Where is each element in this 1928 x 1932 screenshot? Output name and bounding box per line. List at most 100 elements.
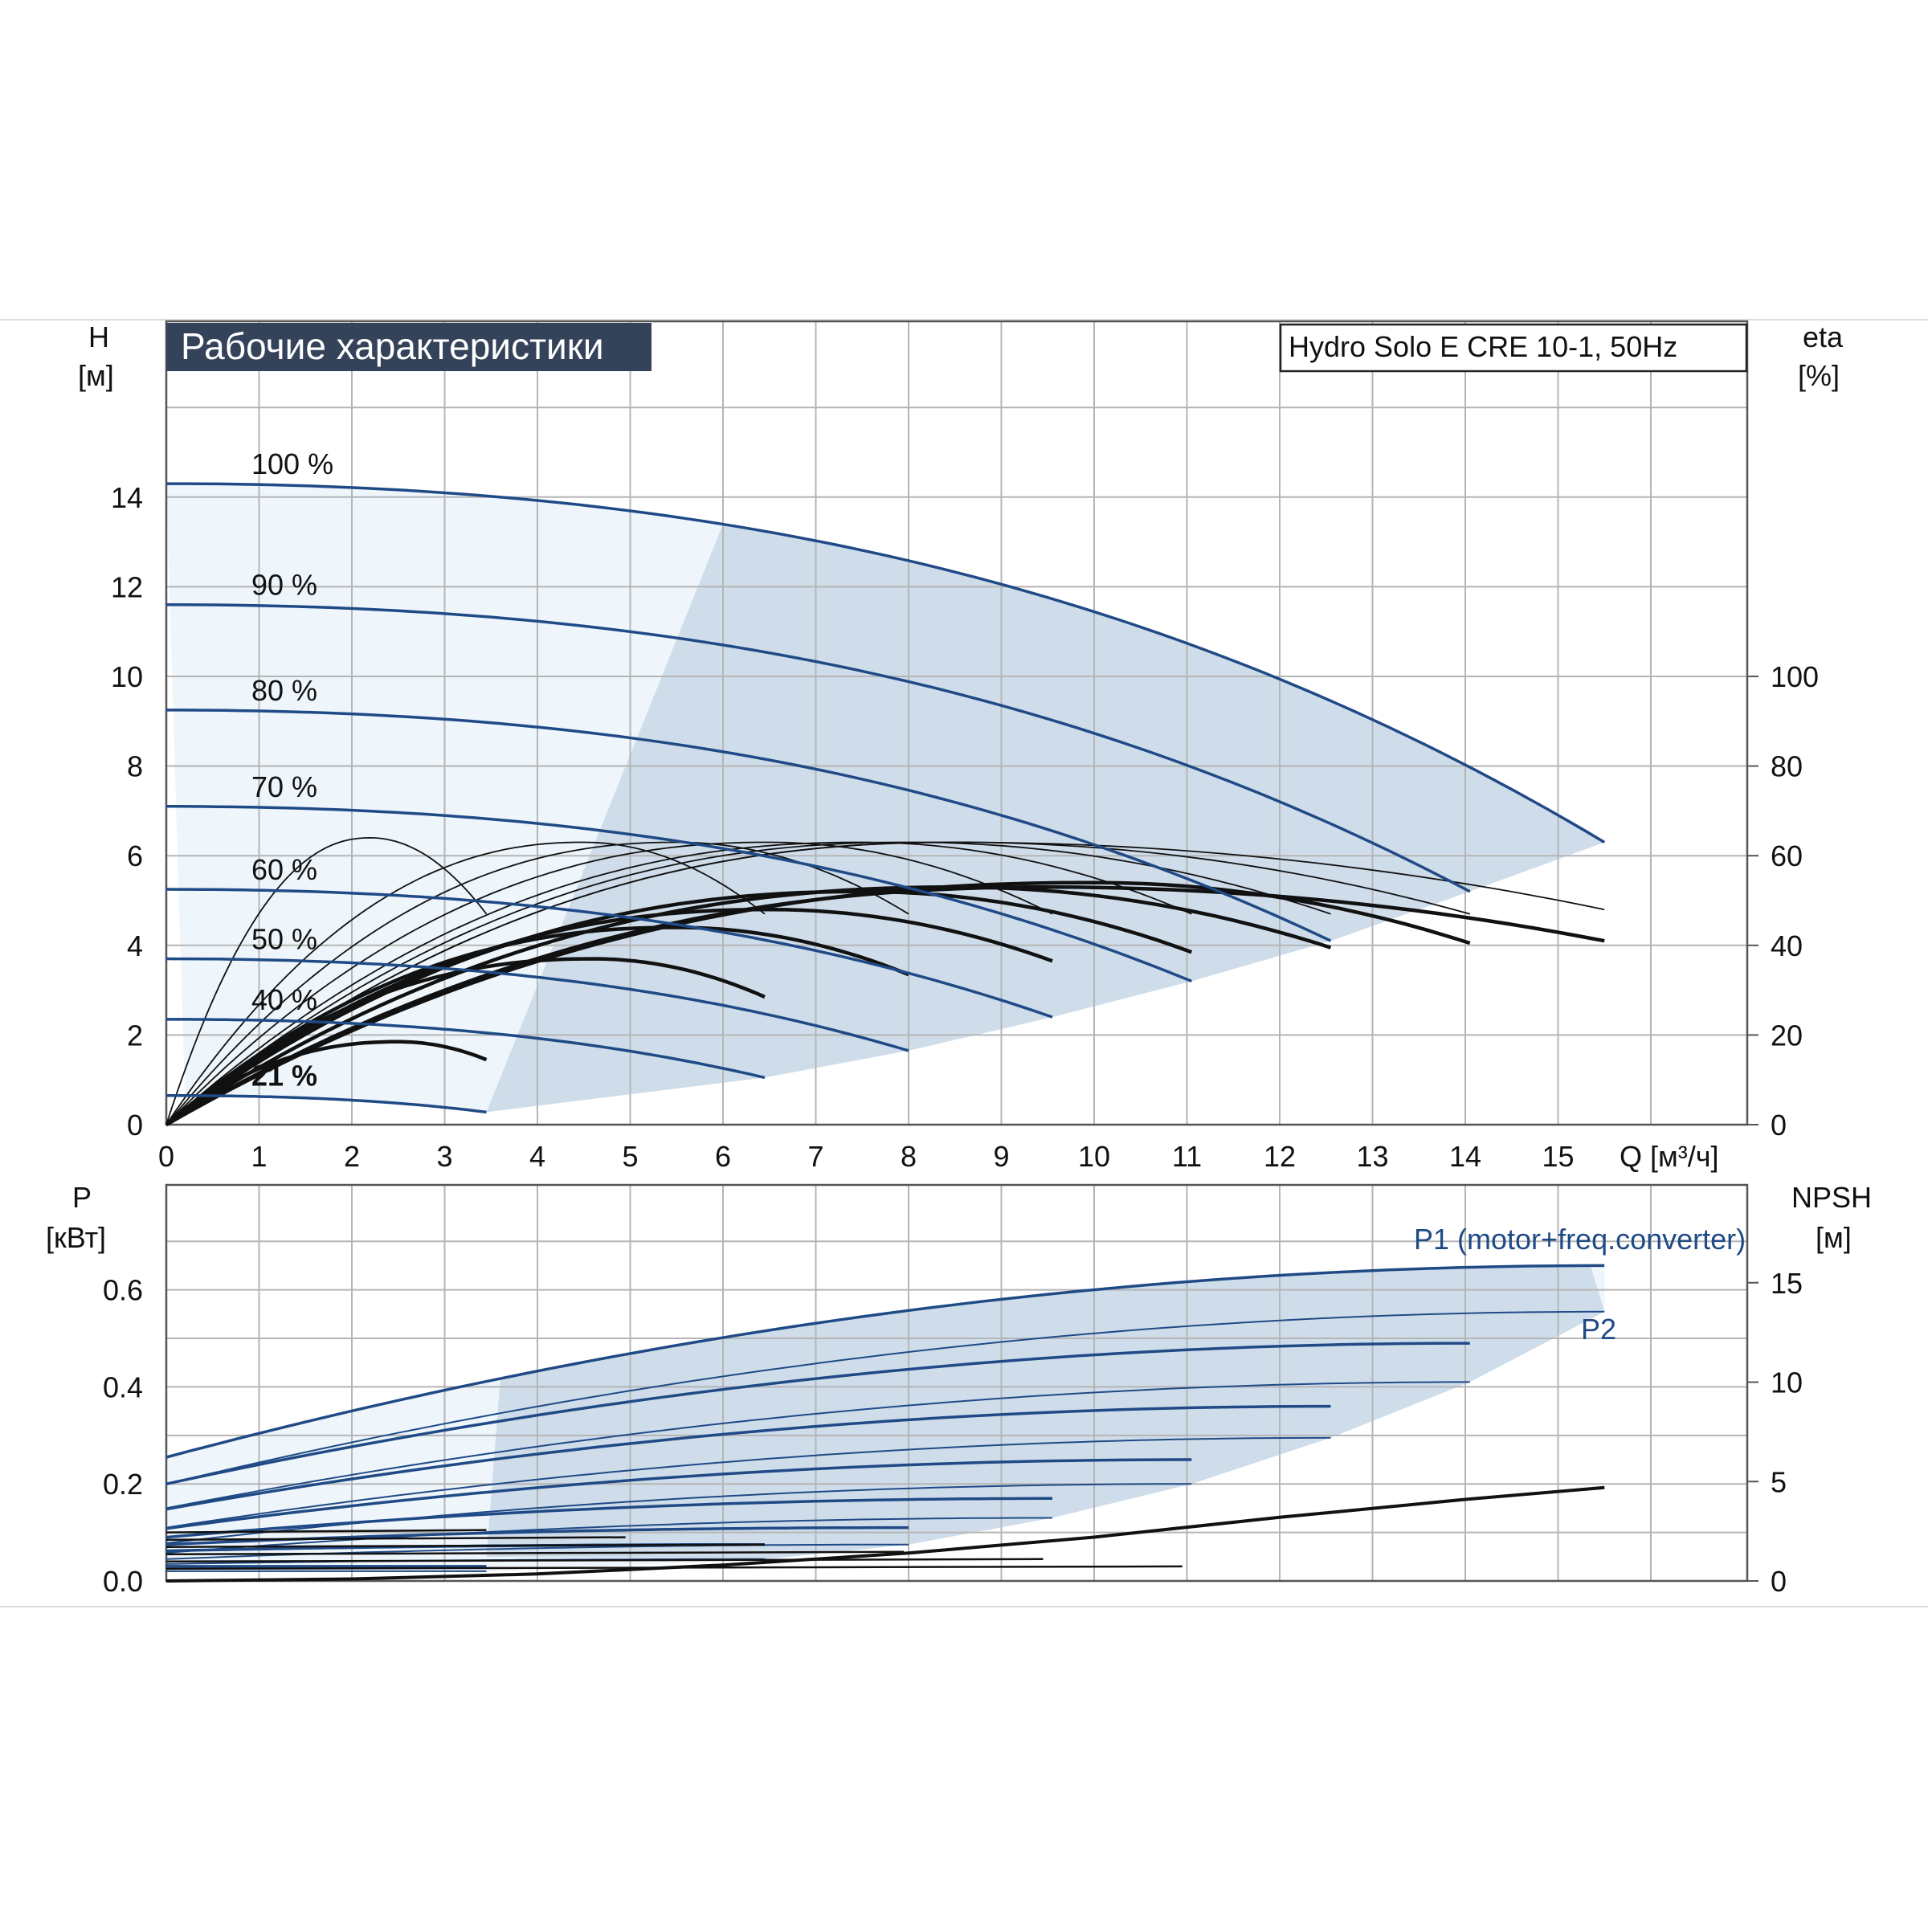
eta-tick-label: 80 <box>1771 750 1803 783</box>
p1-curve <box>165 1404 1331 1511</box>
eta-axis-unit: [%] <box>1798 359 1840 392</box>
p2-curve <box>165 1381 1470 1509</box>
efficiency-curve <box>165 836 488 1125</box>
flow-tick-label: 4 <box>529 1140 545 1173</box>
head-curve <box>165 602 1471 893</box>
chart-title: Рабочие характеристики <box>181 325 604 367</box>
efficiency-curve <box>165 889 1193 1126</box>
speed-label: 21 % <box>251 1060 317 1093</box>
efficiency-curve <box>165 841 1192 1125</box>
low-speed-line <box>165 1536 626 1541</box>
head-tick-label: 14 <box>111 481 143 514</box>
npsh-tick-label: 5 <box>1771 1465 1787 1498</box>
efficiency-curve <box>165 885 1332 1126</box>
npsh-tick-label: 15 <box>1771 1267 1803 1300</box>
low-speed-line <box>165 1565 1183 1571</box>
low-speed-line <box>165 1558 1044 1563</box>
p1-series-label: P1 (motor+freq.converter) <box>1414 1223 1746 1256</box>
head-tick-label: 0 <box>127 1109 143 1142</box>
flow-axis-label: Q [м³/ч] <box>1620 1140 1719 1173</box>
head-panel: 100 % 90 % 80 % 70 % 60 % 50 % 40 % 21 % Рабочие… <box>78 320 1844 1173</box>
eta-tick-label: 60 <box>1771 839 1803 872</box>
flow-tick-label: 5 <box>622 1140 638 1173</box>
flow-tick-label: 6 <box>715 1140 731 1173</box>
head-curves: 100 % 90 % 80 % 70 % 60 % 50 % 40 % 21 % <box>165 447 1606 1114</box>
power-tick-label: 0.6 <box>103 1274 143 1307</box>
npsh-tick-label: 0 <box>1771 1565 1787 1598</box>
flow-tick-label: 2 <box>344 1140 360 1173</box>
head-curve <box>166 805 1192 983</box>
efficiency-curve <box>165 925 909 1126</box>
flow-tick-label: 11 <box>1172 1140 1202 1173</box>
head-plot-frame <box>165 320 1749 1126</box>
model-label-box <box>1279 323 1748 373</box>
head-curve <box>166 1093 487 1114</box>
head-tick-label: 8 <box>127 750 143 783</box>
p2-curve <box>165 1310 1605 1485</box>
flow-tick-label: 7 <box>807 1140 823 1173</box>
power-axis-unit: [кВт] <box>46 1221 106 1254</box>
p2-series-label: P2 <box>1581 1313 1616 1346</box>
eta-tick-label: 20 <box>1771 1019 1803 1052</box>
p2-curve <box>165 1517 1052 1554</box>
head-curve <box>166 709 1332 942</box>
p1-curve <box>165 1458 1192 1530</box>
title-badge <box>166 323 652 371</box>
eta-tick-label: 0 <box>1771 1109 1787 1142</box>
flow-tick-label: 0 <box>158 1140 174 1173</box>
eta-tick-label: 40 <box>1771 929 1803 962</box>
flow-tick-label: 3 <box>436 1140 452 1173</box>
efficiency-curve <box>165 841 766 1125</box>
low-speed-line <box>165 1543 766 1548</box>
p1-curve <box>165 1342 1470 1485</box>
efficiency-curve <box>165 880 1471 1126</box>
head-curve <box>166 482 1606 844</box>
low-speed-line <box>165 1550 905 1556</box>
npsh-axis-label: NPSH <box>1791 1181 1872 1214</box>
efficiency-curve <box>165 841 909 1125</box>
power-axis-label: P <box>72 1181 92 1214</box>
efficiency-curve <box>165 841 1053 1125</box>
speed-label: 40 % <box>251 983 317 1016</box>
p2-curve <box>165 1436 1331 1529</box>
power-tick-label: 0.0 <box>103 1565 143 1598</box>
eta-axis-label: eta <box>1803 321 1844 353</box>
speed-label: 50 % <box>251 923 317 956</box>
speed-label: 60 % <box>251 853 317 886</box>
p1-curve <box>165 1264 1605 1459</box>
power-tick-label: 0.4 <box>103 1370 143 1403</box>
flow-tick-label: 8 <box>901 1140 917 1173</box>
power-panel: P1 (motor+freq.converter) P2 P [кВт] NPSH [м]… <box>46 1181 1872 1598</box>
flow-tick-label: 12 <box>1264 1140 1296 1173</box>
p1-curve <box>165 1497 1052 1539</box>
head-tick-label: 12 <box>111 570 143 603</box>
low-speed-line <box>165 1529 487 1534</box>
speed-label: 80 % <box>251 674 317 707</box>
speed-label: 90 % <box>251 569 317 602</box>
head-axis-unit: [м] <box>78 359 114 392</box>
flow-tick-label: 1 <box>251 1140 267 1173</box>
npsh-curve <box>165 1485 1605 1583</box>
efficiency-curve <box>165 1040 488 1126</box>
npsh-tick-label: 10 <box>1771 1366 1803 1399</box>
head-tick-label: 10 <box>111 660 143 693</box>
head-tick-label: 4 <box>127 929 143 962</box>
head-axis-label: H <box>88 321 109 353</box>
flow-tick-label: 13 <box>1356 1140 1388 1173</box>
flow-tick-label: 9 <box>993 1140 1009 1173</box>
head-tick-label: 6 <box>127 839 143 872</box>
model-label: Hydro Solo E CRE 10-1, 50Hz <box>1289 330 1677 363</box>
npsh-axis-unit: [м] <box>1816 1221 1852 1254</box>
head-curve <box>166 1018 766 1080</box>
flow-tick-label: 10 <box>1078 1140 1110 1173</box>
head-curve <box>165 957 909 1052</box>
speed-label: 100 % <box>251 447 333 480</box>
flow-tick-label: 15 <box>1542 1140 1574 1173</box>
head-tick-label: 2 <box>127 1019 143 1052</box>
efficiency-curve <box>165 841 1471 1125</box>
operating-region-dark <box>486 524 1605 1113</box>
flow-tick-label: 14 <box>1449 1140 1481 1173</box>
eta-tick-label: 100 <box>1771 660 1819 693</box>
